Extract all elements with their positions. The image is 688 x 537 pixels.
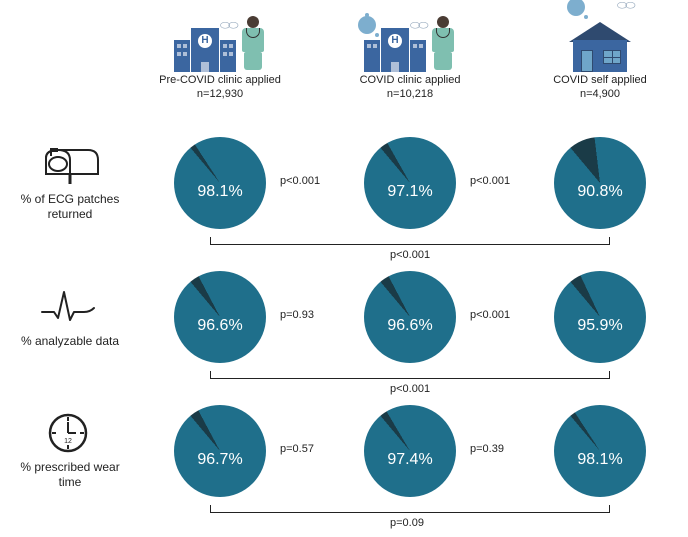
p-value-adjacent: p=0.93 [280, 309, 314, 321]
pie-cell: 95.9% [520, 271, 680, 363]
covid-icon [567, 0, 585, 16]
group-label: COVID clinic applied [360, 74, 461, 88]
pie-cell: 96.6% [140, 271, 300, 363]
ecg-icon [40, 286, 100, 328]
group-precovid: ⬭⬭ H Pre-COVID clinic applied n=12,930 [140, 8, 300, 102]
group-label: Pre-COVID clinic applied [159, 74, 281, 88]
pie-percent: 90.8% [554, 137, 646, 229]
group-headers: ⬭⬭ H Pre-COVID clinic applied n=12,930 ⬭… [140, 8, 680, 102]
covid-icon [358, 16, 376, 34]
pie-chart: 97.1% [364, 137, 456, 229]
group-n: n=10,218 [360, 88, 461, 102]
rows: % of ECG patches returned 98.1% 97.1% 90.8… [0, 116, 688, 518]
pie-cell: 97.1% [330, 137, 490, 229]
row-analyzable: % analyzable data 96.6% 96.6% 95.9% p=0.93 p… [0, 250, 688, 384]
row-weartime: 12 % prescribed wear time 96.7% 97.4% 98.1… [0, 384, 688, 518]
pie-cell: 98.1% [520, 405, 680, 497]
bracket-overall [210, 371, 610, 379]
row-cells: 96.6%96.6%95.9%p=0.93p<0.001p<0.001 [140, 271, 680, 363]
pie-percent: 98.1% [174, 137, 266, 229]
pie-percent: 95.9% [554, 271, 646, 363]
p-value-adjacent: p=0.39 [470, 443, 504, 455]
pie-percent: 98.1% [554, 405, 646, 497]
pie-chart: 98.1% [554, 405, 646, 497]
pie-cell: 97.4% [330, 405, 490, 497]
hospital-nurse-icon: ⬭⬭ H [364, 8, 456, 72]
pie-cell: 90.8% [520, 137, 680, 229]
pie-cell: 96.7% [140, 405, 300, 497]
bracket-overall [210, 505, 610, 513]
group-n: n=12,930 [159, 88, 281, 102]
p-value-overall: p=0.09 [390, 517, 424, 529]
p-value-adjacent: p<0.001 [470, 175, 510, 187]
clock-icon: 12 [40, 412, 100, 454]
patch-icon: ⬭⬭ [617, 0, 634, 13]
bracket-overall [210, 237, 610, 245]
p-value-adjacent: p<0.001 [470, 309, 510, 321]
group-label: COVID self applied [553, 74, 647, 88]
pie-cell: 96.6% [330, 271, 490, 363]
patch-icon: ⬭⬭ [220, 18, 237, 33]
pie-percent: 96.6% [364, 271, 456, 363]
group-covid-clinic: ⬭⬭ H COVID clinic applied n=10,218 [330, 8, 490, 102]
pie-chart: 90.8% [554, 137, 646, 229]
house-icon: ⬭⬭ [569, 8, 631, 72]
pie-chart: 97.4% [364, 405, 456, 497]
pie-cell: 98.1% [140, 137, 300, 229]
hospital-nurse-icon: ⬭⬭ H [174, 8, 266, 72]
group-n: n=4,900 [553, 88, 647, 102]
row-cells: 96.7%97.4%98.1%p=0.57p=0.39p=0.09 [140, 405, 680, 497]
pie-chart: 96.6% [174, 271, 266, 363]
row-label: % of ECG patches returned [10, 192, 130, 222]
patch-icon: ⬭⬭ [410, 18, 427, 33]
nurse-icon [240, 16, 266, 72]
pie-percent: 97.4% [364, 405, 456, 497]
p-value-adjacent: p=0.57 [280, 443, 314, 455]
group-covid-self: ⬭⬭ COVID self applied n=4,900 [520, 8, 680, 102]
pie-chart: 96.7% [174, 405, 266, 497]
row-label: % prescribed wear time [10, 460, 130, 490]
mailbox-icon [40, 144, 100, 186]
pie-chart: 95.9% [554, 271, 646, 363]
pie-chart: 96.6% [364, 271, 456, 363]
row-cells: 98.1%97.1%90.8%p<0.001p<0.001p<0.001 [140, 137, 680, 229]
p-value-adjacent: p<0.001 [280, 175, 320, 187]
pie-percent: 96.7% [174, 405, 266, 497]
row-label: % analyzable data [10, 334, 130, 349]
svg-text:12: 12 [64, 438, 72, 445]
pie-percent: 96.6% [174, 271, 266, 363]
pie-percent: 97.1% [364, 137, 456, 229]
nurse-icon [430, 16, 456, 72]
pie-chart: 98.1% [174, 137, 266, 229]
row-returned: % of ECG patches returned 98.1% 97.1% 90.8… [0, 116, 688, 250]
